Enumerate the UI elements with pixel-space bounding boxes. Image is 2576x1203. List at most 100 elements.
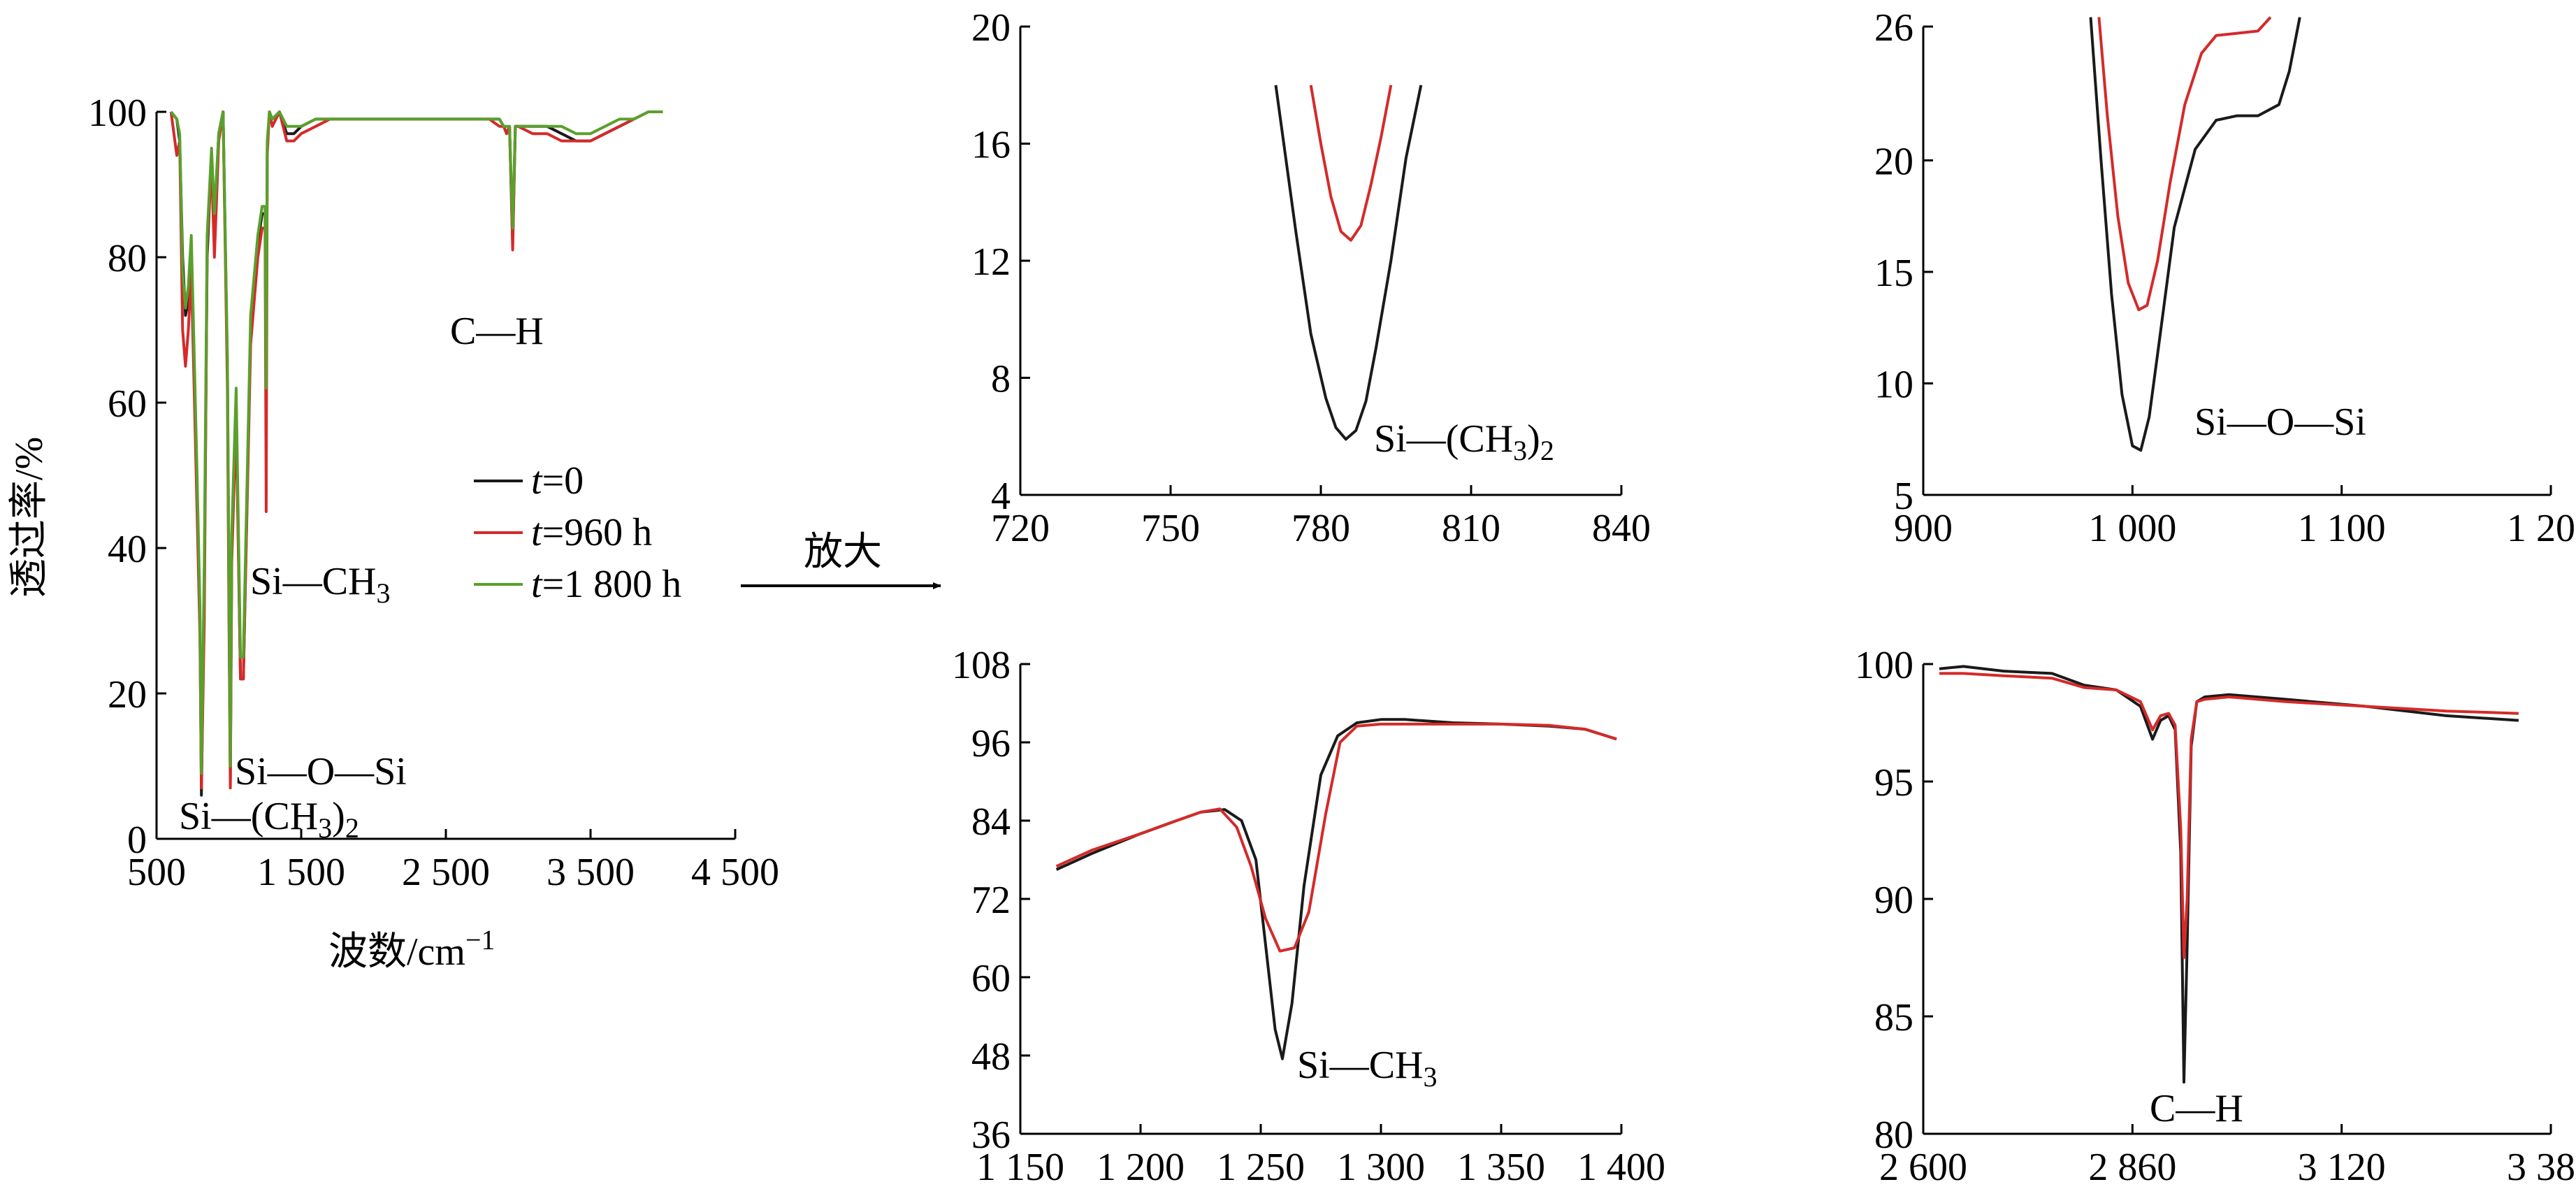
zoom-panel-si-ch3: 36 48 60 72 84 96 108 1 150 1 200 1 250 1 300 1 350… [952,644,1665,1189]
zoom4-series-line-1 [1939,672,2519,959]
zoom2-series-line-1 [2097,16,2272,312]
zoom3-x-tick-label: 1 150 [976,1146,1064,1189]
main-series-line-2 [170,110,663,775]
main-x-axis-title-exponent: −1 [465,924,495,956]
zoom2-x-tick-label: 1 200 [2507,507,2576,550]
legend-label-t1800: t=1 800 h [531,563,681,606]
zoom3-x-tick-label: 1 400 [1577,1146,1665,1189]
zoom3-x-tick-label: 1 200 [1097,1146,1185,1189]
zoom1-y-tick-label: 12 [971,240,1011,284]
main-y-tick-label: 20 [108,673,147,716]
zoom1-y-tick-label: 20 [971,6,1011,50]
zoom4-y-tick-label: 90 [1874,879,1913,922]
main-series-line-0 [170,110,663,797]
zoom2-y-tick-label: 26 [1874,6,1913,50]
zoom4-y-tick-label: 85 [1874,996,1913,1039]
zoom2-x-tick-label: 1 100 [2298,507,2386,550]
zoom2-x-tick-label: 1 000 [2088,507,2176,550]
main-x-axis-title-text: 波数/cm [328,930,465,974]
main-x-tick-label: 500 [127,851,186,894]
annotation-c-h: C—H [450,310,544,353]
zoom1-y-tick-label: 8 [991,358,1011,401]
zoom1-y-tick-label: 4 [991,475,1011,518]
zoom1-x-tick-label: 750 [1141,507,1200,550]
zoom1-annotation: Si—(CH3)2 [1374,417,1554,466]
zoom2-x-tick-label: 900 [1894,507,1953,550]
annotation-si-ch32-sub2: 2 [345,812,359,844]
main-y-tick-label: 80 [108,237,147,280]
zoom1-x-tick-label: 840 [1592,507,1651,550]
annotation-si-ch3-text: Si—CH [250,560,377,603]
zoom4-y-tick-label: 80 [1874,1114,1913,1157]
legend-label-t960: t=960 h [531,511,652,554]
zoom4-x-tick-label: 3 120 [2298,1146,2386,1189]
zoom1-x-tick-label: 810 [1442,507,1500,550]
main-y-tick-label: 60 [108,382,147,426]
annotation-si-ch32-text: Si—(CH [179,795,318,838]
zoom3-series-line-1 [1055,722,1617,953]
zoom1-series-line-1 [1309,85,1393,242]
zoom3-x-tick-label: 1 250 [1217,1146,1305,1189]
main-y-axis-title: 透过率/% [8,437,51,598]
zoom3-series-line-0 [1055,718,1617,1060]
zoom3-y-tick-label: 60 [971,957,1011,1000]
zoom3-y-tick-label: 108 [952,644,1011,687]
legend-t1800-val: =1 800 h [542,563,682,606]
zoom4-y-tick-label: 100 [1855,644,1913,687]
main-x-axis-title: 波数/cm−1 [328,924,495,974]
annotation-si-ch3: Si—CH3 [250,560,391,609]
zoom2-annotation: Si—O—Si [2194,401,2366,444]
legend-t960-var: t [531,511,543,554]
zoom2-series-line-0 [2089,17,2301,452]
legend-t960-val: =960 h [542,511,653,554]
zoom2-y-tick-label: 10 [1874,363,1913,406]
zoom2-y-tick-label: 15 [1874,252,1913,295]
zoom3-annotation-sub: 3 [1424,1061,1438,1093]
zoom3-annotation: Si—CH3 [1297,1044,1438,1093]
annotation-si-ch3-sub: 3 [377,577,391,609]
zoom-panel-c-h: 80 85 90 95 100 2 600 2 860 3 120 3 380 [1855,644,2576,1189]
zoom4-annotation: C—H [2150,1087,2243,1130]
annotation-si-ch32-sub: 3 [318,812,332,844]
main-legend: t=0 t=960 h t=1 800 h [474,459,681,606]
zoom3-y-tick-label: 48 [971,1035,1011,1079]
main-y-tick-label: 40 [108,528,147,571]
zoom-panel-si-ch3-2: 4 8 12 16 20 720 750 780 810 840 [971,6,1651,550]
zoom2-y-tick-label: 5 [1894,475,1913,518]
zoom4-x-tick-label: 3 380 [2507,1146,2576,1189]
main-chart-axes: 0 20 40 60 80 100 500 1 500 2 500 3 500 4 500 [88,92,779,894]
zoom3-annotation-text: Si—CH [1297,1044,1424,1087]
zoom1-annotation-text: Si—(CH [1374,417,1513,461]
zoom4-y-tick-label: 95 [1874,761,1913,805]
annotation-si-ch32-close: ) [332,795,345,838]
zoom1-annotation-sub: 3 [1513,435,1527,466]
main-chart-series [169,110,663,797]
zoom3-x-tick-label: 1 350 [1457,1146,1545,1189]
annotation-si-ch3-2: Si—(CH3)2 [179,795,359,844]
main-y-tick-label: 0 [127,819,147,862]
zoom3-x-tick-label: 1 300 [1337,1146,1425,1189]
zoom1-annotation-sub2: 2 [1540,435,1554,466]
zoom3-y-tick-label: 84 [971,800,1011,844]
zoom1-series-line-0 [1274,85,1423,441]
zoom4-x-tick-label: 2 600 [1879,1146,1967,1189]
zoom1-x-tick-label: 720 [991,507,1050,550]
zoom3-y-tick-label: 36 [971,1114,1011,1157]
zoom4-series-line-0 [1939,665,2519,1084]
zoom3-y-tick-label: 72 [971,879,1011,922]
main-x-tick-label: 1 500 [257,851,345,894]
legend-t1800-var: t [531,563,543,606]
main-series-line-1 [169,110,663,790]
main-y-tick-label: 100 [88,92,147,135]
zoom1-y-tick-label: 16 [971,124,1011,167]
legend-t0-val: =0 [542,459,584,503]
main-x-tick-label: 4 500 [691,851,779,894]
zoom1-x-tick-label: 780 [1291,507,1350,550]
zoom2-y-tick-label: 20 [1874,140,1913,183]
legend-t0-var: t [531,459,543,503]
zoom-arrow-label: 放大 [804,531,882,574]
main-x-tick-label: 3 500 [547,851,635,894]
main-x-tick-label: 2 500 [402,851,490,894]
zoom4-x-tick-label: 2 860 [2088,1146,2176,1189]
